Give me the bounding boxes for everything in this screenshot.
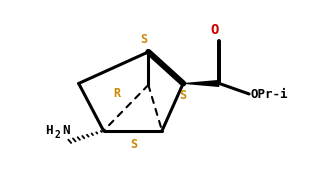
Text: N: N xyxy=(63,124,70,137)
Text: S: S xyxy=(140,33,147,46)
Text: S: S xyxy=(130,138,137,151)
Text: 2: 2 xyxy=(55,129,60,139)
Text: O: O xyxy=(210,23,219,37)
Polygon shape xyxy=(183,80,219,87)
Text: R: R xyxy=(114,88,121,100)
Text: H: H xyxy=(45,124,53,137)
Text: OPr-i: OPr-i xyxy=(250,88,288,101)
Text: S: S xyxy=(180,89,187,102)
